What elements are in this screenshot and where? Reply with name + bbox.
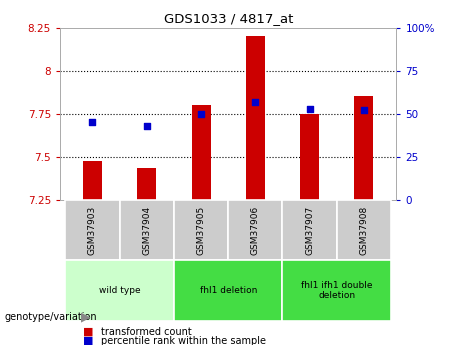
Text: GSM37905: GSM37905 (196, 206, 206, 255)
Point (252, 99, 259, 105)
Point (89, 120, 96, 125)
Text: GSM37906: GSM37906 (251, 206, 260, 255)
Point (143, 123, 150, 129)
Bar (246, 36, 265, 200)
FancyBboxPatch shape (337, 200, 391, 260)
Bar (83, 161, 102, 200)
Text: GSM37904: GSM37904 (142, 206, 151, 255)
Text: genotype/variation: genotype/variation (5, 313, 97, 322)
Bar (355, 96, 373, 200)
Text: wild type: wild type (99, 286, 141, 295)
FancyBboxPatch shape (65, 260, 174, 321)
Text: ■: ■ (83, 327, 94, 337)
Point (360, 108, 367, 113)
Point (306, 106, 313, 111)
Text: GSM37903: GSM37903 (88, 206, 97, 255)
Bar (192, 105, 211, 200)
Bar (300, 114, 319, 200)
Text: fhl1 deletion: fhl1 deletion (200, 286, 257, 295)
FancyBboxPatch shape (65, 200, 120, 260)
FancyBboxPatch shape (228, 200, 283, 260)
Text: GSM37908: GSM37908 (360, 206, 368, 255)
Text: percentile rank within the sample: percentile rank within the sample (101, 336, 266, 345)
Text: ■: ■ (83, 336, 94, 345)
Bar (137, 168, 156, 200)
Title: GDS1033 / 4817_at: GDS1033 / 4817_at (164, 12, 293, 25)
Text: ▶: ▶ (81, 311, 90, 324)
FancyBboxPatch shape (283, 260, 391, 321)
Point (197, 111, 205, 117)
FancyBboxPatch shape (174, 200, 228, 260)
FancyBboxPatch shape (283, 200, 337, 260)
FancyBboxPatch shape (174, 260, 283, 321)
Text: fhl1 ifh1 double
deletion: fhl1 ifh1 double deletion (301, 281, 372, 300)
FancyBboxPatch shape (120, 200, 174, 260)
Text: transformed count: transformed count (101, 327, 192, 337)
Text: GSM37907: GSM37907 (305, 206, 314, 255)
